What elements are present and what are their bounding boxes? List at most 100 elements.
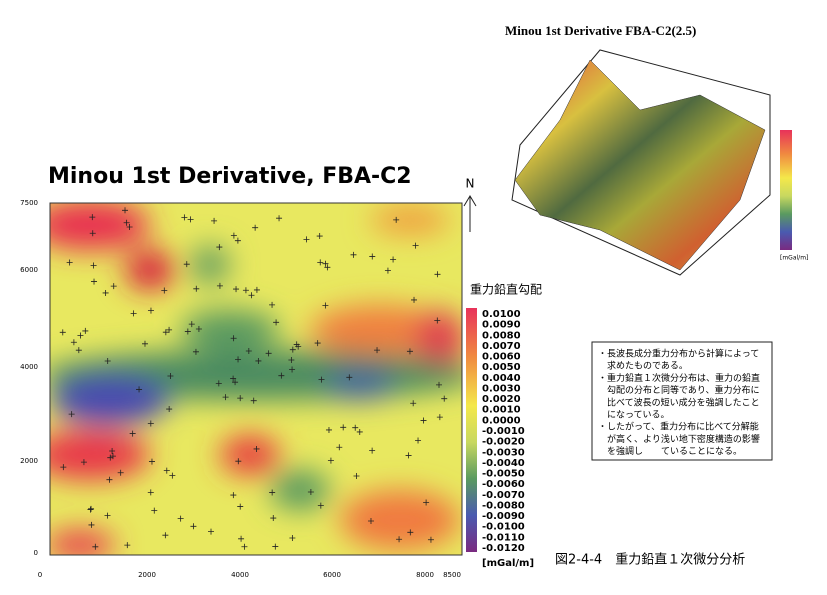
station-marker — [441, 395, 448, 402]
station-marker — [151, 507, 158, 514]
station-marker — [407, 529, 414, 536]
station-marker — [222, 394, 229, 401]
station-marker — [216, 282, 223, 289]
station-marker — [75, 347, 82, 354]
surface-plot — [514, 59, 766, 271]
colorbar-label: -0.0030 — [482, 447, 525, 458]
north-label: N — [466, 177, 475, 191]
station-marker — [215, 380, 222, 387]
station-marker — [184, 328, 191, 335]
y-tick-label: 2000 — [20, 457, 38, 465]
note-line: を強調し ていることになる。 — [598, 445, 742, 457]
station-marker — [89, 230, 96, 237]
station-marker — [162, 532, 169, 539]
note-line: になっている。 — [598, 410, 670, 421]
station-marker — [390, 256, 397, 263]
station-marker — [241, 543, 248, 550]
x-tick-label: 4000 — [231, 571, 249, 579]
station-marker — [278, 372, 285, 379]
station-marker — [216, 244, 223, 251]
station-marker — [104, 512, 111, 519]
station-marker — [415, 437, 422, 444]
station-marker — [107, 454, 114, 461]
station-marker — [82, 327, 89, 334]
station-marker — [322, 260, 329, 267]
station-marker — [242, 287, 249, 294]
station-marker — [183, 261, 190, 268]
station-marker — [88, 521, 95, 528]
station-marker — [352, 424, 359, 431]
station-marker — [89, 214, 96, 221]
station-marker — [188, 321, 195, 328]
station-marker — [238, 535, 245, 542]
station-marker — [109, 453, 116, 460]
station-marker — [288, 356, 295, 363]
station-marker — [193, 285, 200, 292]
colorbar-label: 0.0080 — [482, 330, 521, 341]
note-box — [591, 341, 773, 461]
station-marker — [356, 428, 363, 435]
station-marker — [434, 271, 441, 278]
station-marker — [314, 340, 321, 347]
station-marker — [110, 283, 117, 290]
station-marker — [60, 464, 67, 471]
station-marker — [316, 233, 323, 240]
station-marker — [318, 376, 325, 383]
station-marker — [104, 358, 111, 365]
station-marker — [411, 296, 418, 303]
station-marker — [230, 232, 237, 239]
station-marker — [88, 505, 95, 512]
station-marker — [269, 489, 276, 496]
x-tick-label: 0 — [38, 571, 42, 579]
station-marker — [129, 430, 136, 437]
station-marker — [324, 264, 331, 271]
colorbar-label: -0.0070 — [482, 490, 525, 501]
station-marker — [230, 375, 237, 382]
colorbar-label: -0.0060 — [482, 479, 525, 490]
station-marker — [126, 224, 133, 231]
station-marker — [436, 414, 443, 421]
station-marker — [250, 397, 257, 404]
station-marker — [161, 287, 168, 294]
colorbar-label: 0.0010 — [482, 405, 521, 416]
north-arrow — [463, 195, 477, 232]
note-line: ・重力鉛直１次微分分布は、重力の鉛直 — [598, 372, 760, 384]
station-marker — [350, 251, 357, 258]
station-marker — [130, 310, 137, 317]
colorbar-label: -0.0100 — [482, 522, 525, 533]
station-marker — [336, 444, 343, 451]
station-marker — [123, 219, 130, 226]
colorbar-label: 0.0050 — [482, 362, 521, 373]
station-marker — [248, 292, 255, 299]
station-marker — [346, 374, 353, 381]
colorbar — [466, 308, 477, 552]
colorbar-label: -0.0040 — [482, 458, 525, 469]
station-marker — [195, 326, 202, 333]
x-tick-label: 8500 — [443, 571, 461, 579]
station-marker — [340, 424, 347, 431]
station-marker — [59, 329, 66, 336]
station-marker — [289, 535, 296, 542]
station-marker — [293, 341, 300, 348]
station-marker — [272, 543, 279, 550]
station-marker — [122, 207, 129, 214]
station-marker — [192, 348, 199, 355]
surface-colorbar — [780, 130, 792, 250]
station-marker — [235, 356, 242, 363]
station-marker — [353, 473, 360, 480]
station-marker — [68, 411, 75, 418]
map-title: Minou 1st Derivative, FBA-C2 — [48, 164, 412, 189]
colorbar-label: 0.0100 — [482, 309, 521, 320]
station-marker — [434, 317, 441, 324]
station-marker — [162, 329, 169, 336]
station-marker — [90, 262, 97, 269]
station-marker — [412, 242, 419, 249]
station-marker — [270, 515, 277, 522]
station-marker — [190, 523, 197, 530]
station-marker — [109, 448, 116, 455]
station-marker — [166, 406, 173, 413]
surface-colorbar-unit: [mGal/m] — [780, 255, 808, 262]
station-marker — [317, 502, 324, 509]
station-marker — [245, 347, 252, 354]
